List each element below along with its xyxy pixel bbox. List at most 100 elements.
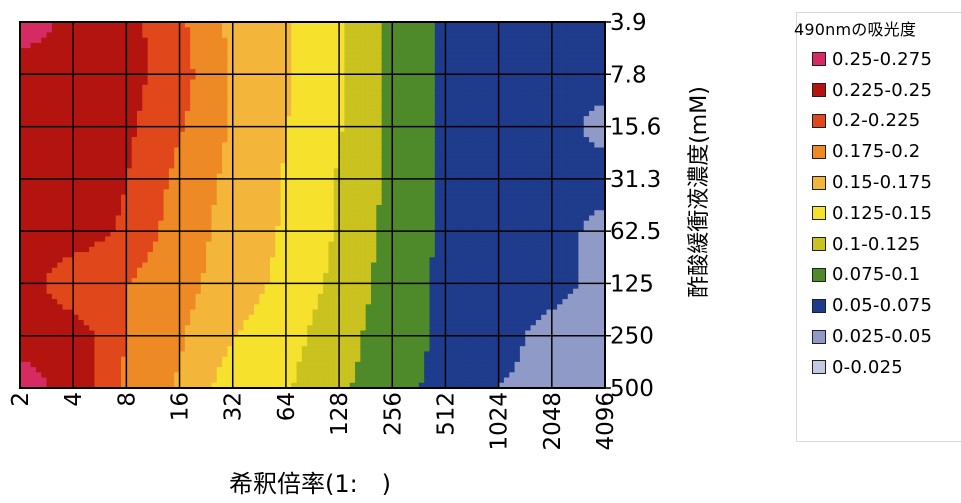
contour-patch [131, 137, 138, 143]
contour-patch [89, 267, 96, 274]
contour-patch [328, 272, 335, 279]
contour-patch [89, 272, 96, 279]
contour-patch [211, 121, 218, 128]
contour-patch [25, 314, 32, 321]
contour-patch [344, 184, 351, 190]
contour-patch [259, 48, 266, 54]
contour-patch [386, 84, 393, 91]
contour-patch [174, 320, 181, 326]
contour-patch [264, 335, 271, 342]
contour-patch [222, 252, 229, 258]
contour-patch [371, 184, 377, 190]
contour-patch [301, 69, 308, 75]
contour-patch [20, 163, 26, 169]
contour-patch [174, 205, 181, 211]
contour-patch [110, 163, 117, 169]
contour-patch [355, 236, 361, 243]
contour-patch [301, 257, 308, 264]
contour-patch [195, 241, 202, 248]
contour-patch [137, 194, 143, 201]
contour-patch [62, 100, 69, 107]
contour-patch [248, 42, 255, 49]
contour-patch [259, 304, 266, 311]
contour-patch [190, 42, 197, 49]
contour-patch [25, 309, 32, 316]
contour-patch [222, 304, 229, 311]
contour-patch [323, 241, 330, 248]
contour-patch [206, 215, 213, 222]
contour-patch [317, 53, 324, 60]
contour-patch [301, 288, 308, 295]
contour-patch [360, 314, 367, 321]
contour-patch [190, 262, 197, 269]
contour-patch [46, 142, 53, 149]
contour-patch [344, 309, 351, 316]
contour-patch [142, 178, 149, 185]
contour-patch [365, 293, 372, 300]
contour-patch [344, 131, 351, 138]
contour-patch [301, 252, 308, 258]
contour-patch [371, 304, 377, 311]
contour-patch [275, 100, 282, 107]
contour-patch [73, 215, 80, 222]
contour-patch [280, 121, 287, 128]
contour-patch [99, 340, 106, 347]
contour-patch [222, 288, 229, 295]
contour-patch [30, 236, 37, 243]
contour-patch [280, 220, 287, 227]
contour-patch [190, 320, 197, 326]
contour-patch [105, 288, 112, 295]
contour-patch [51, 215, 58, 222]
contour-patch [152, 205, 159, 211]
contour-patch [360, 257, 367, 264]
contour-patch [365, 225, 372, 232]
contour-patch [269, 42, 276, 49]
contour-patch [105, 314, 112, 321]
contour-patch [51, 377, 58, 384]
contour-patch [200, 272, 207, 279]
contour-patch [110, 293, 117, 300]
contour-patch [259, 382, 266, 389]
contour-patch [20, 189, 26, 196]
contour-patch [328, 121, 335, 128]
contour-patch [94, 340, 101, 347]
contour-patch [121, 105, 127, 112]
contour-patch [365, 377, 372, 384]
contour-patch [35, 231, 42, 237]
contour-patch [137, 293, 143, 300]
contour-patch [371, 189, 377, 196]
contour-patch [259, 257, 266, 264]
contour-patch [211, 189, 218, 196]
contour-patch [20, 210, 26, 217]
contour-patch [243, 37, 250, 44]
contour-patch [365, 262, 372, 269]
contour-patch [110, 189, 117, 196]
contour-patch [323, 105, 330, 112]
contour-patch [147, 320, 154, 326]
contour-patch [376, 168, 383, 175]
contour-patch [418, 48, 425, 54]
contour-patch [243, 304, 250, 311]
contour-patch [254, 382, 260, 389]
contour-patch [355, 309, 361, 316]
contour-patch [333, 194, 340, 201]
contour-patch [110, 346, 117, 352]
contour-patch [317, 382, 324, 389]
contour-patch [200, 32, 207, 39]
contour-patch [110, 152, 117, 159]
contour-patch [349, 131, 356, 138]
contour-patch [158, 110, 165, 117]
contour-patch [376, 42, 383, 49]
contour-patch [35, 152, 42, 159]
contour-patch [25, 372, 32, 379]
contour-patch [25, 189, 32, 196]
contour-patch [73, 27, 80, 34]
contour-patch [238, 58, 244, 65]
contour-patch [360, 84, 367, 91]
contour-patch [46, 288, 53, 295]
contour-patch [264, 293, 271, 300]
contour-patch [158, 325, 165, 332]
contour-patch [269, 220, 276, 227]
contour-patch [269, 304, 276, 311]
contour-patch [211, 131, 218, 138]
